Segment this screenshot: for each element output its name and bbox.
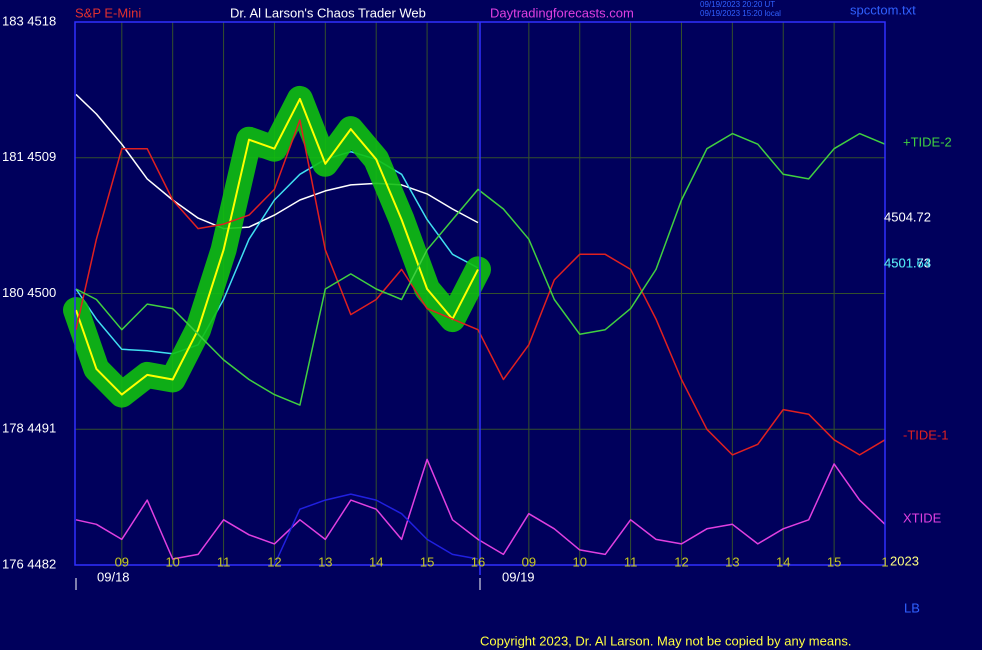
plot bbox=[63, 85, 886, 566]
x-tick-label: 12 bbox=[674, 554, 688, 569]
y-tick-label: 183 4518 bbox=[2, 13, 56, 28]
y-tick-label: 180 4500 bbox=[2, 285, 56, 300]
x-tick-label: 16 bbox=[471, 554, 485, 569]
y-tick-label: 178 4491 bbox=[2, 421, 56, 436]
price-label: 4504.72 bbox=[884, 209, 931, 224]
site-link[interactable]: Daytradingforecasts.com bbox=[490, 5, 634, 20]
x-tick-label: 11 bbox=[624, 554, 638, 569]
series-label: +TIDE-2 bbox=[903, 134, 952, 149]
timestamp-local: 09/19/2023 15:20 local bbox=[700, 9, 781, 18]
series-label: -TIDE-1 bbox=[903, 427, 949, 442]
x-tick-label: 15 bbox=[827, 554, 841, 569]
timestamp-ut: 09/19/2023 20:20 UT bbox=[700, 0, 775, 9]
x-tick-label: 10 bbox=[572, 554, 586, 569]
x-tick-label: 1 bbox=[881, 554, 888, 569]
series-line bbox=[75, 119, 886, 456]
copyright: Copyright 2023, Dr. Al Larson. May not b… bbox=[480, 633, 851, 648]
date-label: 09/19 bbox=[502, 569, 535, 584]
x-tick-label: 15 bbox=[420, 554, 434, 569]
series-line bbox=[75, 458, 886, 560]
symbol: S&P E-Mini bbox=[75, 5, 141, 20]
x-tick-label: 11 bbox=[217, 554, 231, 569]
y-tick-label: 176 4482 bbox=[2, 556, 56, 571]
series-line bbox=[273, 493, 479, 566]
y-tick-label: 181 4509 bbox=[2, 149, 56, 164]
site-title: Dr. Al Larson's Chaos Trader Web bbox=[230, 5, 426, 20]
year-label: 2023 bbox=[890, 553, 919, 568]
series-line bbox=[75, 150, 479, 355]
x-tick-label: 10 bbox=[165, 554, 179, 569]
x-tick-label: 13 bbox=[725, 554, 739, 569]
series-label: XTIDE bbox=[903, 510, 942, 525]
x-tick-label: 14 bbox=[369, 554, 383, 569]
price-label: 4501.64 bbox=[884, 255, 931, 270]
file-name: spcctom.txt bbox=[850, 2, 916, 17]
date-label: 09/18 bbox=[97, 569, 130, 584]
x-tick-label: 09 bbox=[522, 554, 536, 569]
series-line bbox=[75, 132, 886, 406]
lb-label: LB bbox=[904, 600, 920, 615]
series-line bbox=[75, 97, 479, 396]
x-tick-label: 14 bbox=[776, 554, 790, 569]
price-label: 4501.73 bbox=[884, 255, 931, 270]
x-tick-label: 13 bbox=[318, 554, 332, 569]
x-tick-label: 09 bbox=[115, 554, 129, 569]
x-tick-label: 12 bbox=[267, 554, 281, 569]
